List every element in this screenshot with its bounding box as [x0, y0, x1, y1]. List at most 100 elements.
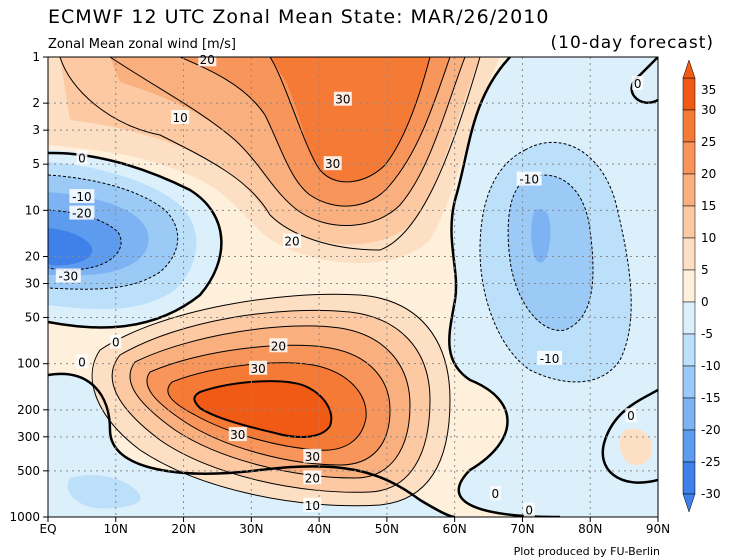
zero-contour-lower	[48, 372, 456, 517]
region-pos30-jet	[194, 381, 332, 438]
contour-label: 0	[634, 77, 642, 91]
contour-label: 20	[284, 235, 299, 249]
contour-jet-1	[91, 293, 451, 507]
region-neg15-high-lat	[531, 209, 551, 263]
y-tick-label: 50	[25, 311, 40, 325]
colorbar-segment	[682, 205, 696, 239]
colorbar-label: 0	[701, 295, 709, 309]
contour-pos-upper-1	[59, 57, 481, 251]
contour-neg-high-2	[507, 174, 594, 331]
contour-label-bg	[69, 205, 95, 220]
y-tick-label: 100	[17, 357, 40, 371]
colorbar-label: -15	[701, 391, 721, 405]
forecast-label: (10-day forecast)	[550, 33, 714, 53]
contour-label: 20	[200, 53, 215, 67]
colorbar-segment	[682, 461, 696, 495]
y-tick-label: 1	[32, 50, 40, 64]
colorbar: 35 30 25 20 15 10 5 0 -5 -10 -15 -20 -25 -30	[682, 59, 721, 513]
contour-label-bg	[171, 110, 190, 125]
zero-contour-polar-low	[601, 388, 658, 484]
x-tick-label: 90N	[646, 522, 670, 536]
contour-label: -10	[72, 190, 92, 204]
colorbar-segment	[682, 365, 696, 399]
y-tick-label: 3	[32, 123, 40, 137]
colorbar-label: 20	[701, 167, 716, 181]
contour-jet-6	[193, 380, 333, 439]
page-title: ECMWF 12 UTC Zonal Mean State: MAR/26/20…	[48, 6, 550, 28]
colorbar-label: 30	[701, 103, 716, 117]
y-tick-label: 2	[32, 96, 40, 110]
colorbar-label: 35	[701, 83, 716, 97]
filled-contours	[48, 57, 658, 517]
colorbar-label: -10	[701, 359, 721, 373]
contour-label: 10	[173, 111, 188, 125]
x-tick-label: 40N	[307, 522, 331, 536]
contour-jet-5	[167, 362, 367, 451]
contour-label: 30	[250, 362, 265, 376]
contour-label: 20	[271, 339, 286, 353]
colorbar-segment	[682, 301, 696, 335]
y-tick-label: 300	[17, 430, 40, 444]
chart-subtitle: Zonal Mean zonal wind [m/s]	[48, 37, 236, 52]
y-tick-label: 5	[32, 157, 40, 171]
contour-label: 30	[325, 157, 340, 171]
y-tick-label: 30	[25, 276, 40, 290]
contour-label: 30	[305, 450, 320, 464]
contour-label-bg	[228, 427, 247, 442]
colorbar-segment	[682, 429, 696, 463]
contour-label-bg	[110, 334, 122, 349]
plot-frame	[47, 56, 659, 518]
colorbar-label: -30	[701, 487, 721, 501]
region-neg10-high-lat	[508, 175, 593, 331]
contour-neg-tropics-1	[48, 174, 179, 290]
contour-neg-high-1	[479, 141, 632, 383]
colorbar-segment	[682, 141, 696, 175]
zero-contour-tropics	[48, 151, 223, 329]
contour-label-bg	[632, 76, 644, 91]
x-tick-label: 20N	[171, 522, 195, 536]
contour-label-bg	[198, 52, 217, 67]
y-tick-label: 200	[17, 403, 40, 417]
zero-contour-polar	[630, 57, 658, 104]
contour-pos-upper-3	[179, 57, 451, 207]
contour-label-bg	[76, 150, 88, 165]
colorbar-segment	[682, 397, 696, 431]
contour-label-bg	[76, 354, 88, 369]
contour-label-bg	[516, 171, 542, 186]
contour-label-bg	[303, 470, 322, 485]
contour-jet-2	[111, 309, 431, 493]
zero-contour-high-lat	[448, 57, 561, 517]
contour-label: -10	[519, 173, 539, 187]
x-tick-label: 70N	[510, 522, 534, 536]
region-pos-polar-blob	[619, 428, 652, 466]
colorbar-bottom-arrow	[682, 493, 696, 513]
contour-label-bg	[249, 360, 268, 375]
contour-label: 30	[335, 93, 350, 107]
region-neg5-lower	[67, 475, 141, 509]
contour-label-bg	[537, 350, 563, 365]
x-tick-label: 30N	[239, 522, 263, 536]
contour-label: 0	[78, 152, 86, 166]
x-tick-label: 60N	[443, 522, 467, 536]
colorbar-label: 5	[701, 263, 709, 277]
colorbar-label: 15	[701, 199, 716, 213]
contour-label: -10	[540, 352, 560, 366]
x-tick-label: 50N	[375, 522, 399, 536]
contour-label-bg	[523, 502, 535, 517]
x-tick-label: 80N	[578, 522, 602, 536]
y-tick-label: 10	[25, 203, 40, 217]
contour-label: -20	[72, 207, 92, 221]
contour-pos-upper-4	[269, 57, 431, 183]
contour-label: 0	[78, 355, 86, 369]
y-axis: 1 2 3 5 10 20 30 50 100 200 300 500 1000	[9, 50, 48, 524]
x-axis: EQ 10N 20N 30N 40N 50N 60N 70N 80N 90N	[39, 517, 670, 536]
contour-label-bg	[303, 448, 322, 463]
contour-label-bg	[333, 91, 352, 106]
contour-label: -30	[59, 269, 79, 283]
colorbar-label: -20	[701, 423, 721, 437]
contour-label: 0	[525, 504, 533, 518]
x-tick-label: 10N	[104, 522, 128, 536]
contour-label-bg	[323, 156, 342, 171]
colorbar-label: -5	[701, 327, 713, 341]
